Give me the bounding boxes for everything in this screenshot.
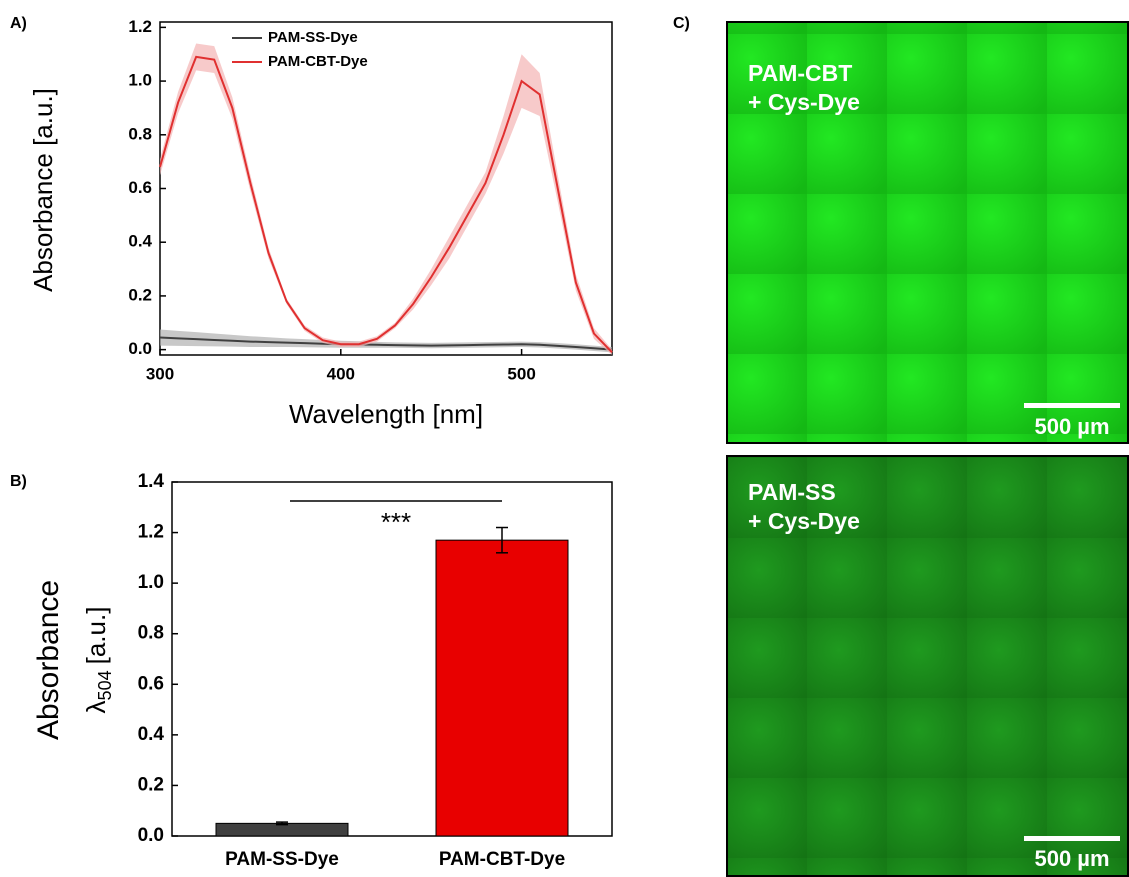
panel-label: A) (10, 15, 27, 32)
x-tick-label: PAM-SS-Dye (225, 849, 339, 870)
y-axis-label: Absorbance [a.u.] (28, 88, 58, 292)
image-label: + Cys-Dye (748, 89, 860, 115)
image-label: PAM-SS (748, 479, 836, 505)
x-axis-label: Wavelength [nm] (289, 399, 483, 429)
series-line (159, 55, 613, 354)
scale-bar (1024, 403, 1120, 408)
y-tick-label: 1.2 (128, 17, 152, 36)
y-tick-label: 0.6 (138, 673, 164, 694)
y-tick-label: 0.2 (138, 774, 164, 795)
y-tick-label: 1.2 (138, 522, 164, 543)
micrograph: PAM-SS + Cys-Dye 500 µm (726, 455, 1129, 877)
bar (435, 539, 569, 837)
y-tick-label: 0.0 (138, 825, 164, 846)
image-bottom (726, 455, 1129, 877)
legend-label: PAM-SS-Dye (268, 29, 358, 46)
panel-label: B) (10, 473, 27, 490)
y-tick-label: 1.0 (138, 572, 164, 593)
y-label-symbol: λ (81, 700, 111, 713)
y-tick-label: 1.4 (138, 471, 165, 492)
scale-bar-label: 500 µm (1034, 846, 1109, 871)
y-tick-label: 0.4 (138, 724, 165, 745)
significance-label: *** (381, 507, 411, 537)
y-tick-label: 0.8 (138, 623, 164, 644)
x-tick-label: 300 (146, 364, 174, 383)
y-label-unit: [a.u.] (81, 607, 111, 665)
x-tick-label: 500 (507, 364, 535, 383)
series-line (159, 336, 613, 351)
image-label: + Cys-Dye (748, 508, 860, 534)
x-tick-label: PAM-CBT-Dye (439, 849, 565, 870)
y-tick-label: 0.8 (128, 124, 152, 143)
y-tick-label: 0.0 (128, 339, 152, 358)
image-label: PAM-CBT (748, 60, 852, 86)
y-tick-label: 0.4 (128, 232, 152, 251)
x-tick-label: 400 (327, 364, 355, 383)
y-tick-label: 0.6 (128, 178, 152, 197)
scale-bar (1024, 836, 1120, 841)
plot-frame (171, 481, 613, 837)
plot-frame (159, 21, 613, 356)
micrograph: PAM-CBT + Cys-Dye 500 µm (726, 21, 1129, 444)
scale-bar-label: 500 µm (1034, 414, 1109, 439)
error-band (160, 329, 612, 353)
y-axis-label: Absorbance (32, 580, 65, 740)
panel-label: C) (673, 15, 690, 32)
y-axis-label: λ504 [a.u.] (81, 607, 115, 714)
y-tick-label: 0.2 (128, 285, 152, 304)
y-tick-label: 1.0 (128, 71, 152, 90)
y-label-subscript: 504 (95, 670, 115, 700)
image-top (726, 21, 1129, 444)
legend-label: PAM-CBT-Dye (268, 53, 368, 70)
error-band (160, 43, 612, 355)
